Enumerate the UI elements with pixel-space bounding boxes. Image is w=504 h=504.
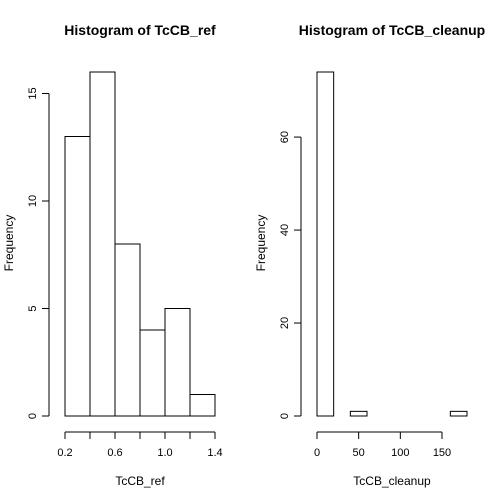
x-tick-label: 0 <box>314 447 320 459</box>
y-axis: 0 20 40 60 <box>279 131 302 419</box>
y-axis: 0 5 10 15 <box>27 87 50 419</box>
histogram-bar-2 <box>349 410 368 417</box>
y-tick-label: 15 <box>27 87 39 99</box>
x-tick-label: 0.6 <box>107 447 122 459</box>
x-axis-label: TcCB_ref <box>115 474 165 488</box>
histogram-bar-1 <box>89 71 116 417</box>
histogram-bars <box>316 71 468 417</box>
y-tick-label: 5 <box>27 305 39 311</box>
histogram-bars <box>64 71 216 417</box>
histogram-bar-4 <box>164 308 191 417</box>
histogram-ref-panel: Histogram of TcCB_ref TcCB_ref Frequency… <box>2 22 223 488</box>
y-tick-label: 10 <box>27 195 39 207</box>
y-tick-label: 60 <box>279 131 291 143</box>
y-tick-label: 20 <box>279 317 291 329</box>
y-axis-label: Frequency <box>254 215 268 272</box>
histogram-bar-5 <box>189 394 216 417</box>
x-tick-label: 1.0 <box>157 447 172 459</box>
y-tick-label: 40 <box>279 224 291 236</box>
x-axis-label: TcCB_cleanup <box>353 474 431 488</box>
x-tick-label: 100 <box>391 447 409 459</box>
histogram-bar-0 <box>316 71 335 417</box>
y-tick-label: 0 <box>279 413 291 419</box>
x-tick-label: 0.2 <box>57 447 72 459</box>
x-tick-label: 50 <box>353 447 365 459</box>
x-axis: 0 50 100 150 <box>314 431 451 459</box>
y-axis-label: Frequency <box>2 215 16 272</box>
histogram-bar-8 <box>449 410 468 417</box>
histogram-bar-2 <box>114 243 141 417</box>
x-tick-label: 150 <box>433 447 451 459</box>
x-tick-label: 1.4 <box>207 447 222 459</box>
y-tick-label: 0 <box>27 413 39 419</box>
histogram-bar-0 <box>64 136 91 417</box>
histogram-bar-3 <box>139 329 166 417</box>
chart-title: Histogram of TcCB_cleanup <box>299 22 485 38</box>
x-axis: 0.2 0.6 1.0 1.4 <box>57 431 223 459</box>
chart-title: Histogram of TcCB_ref <box>64 22 216 38</box>
histogram-cleanup-panel: Histogram of TcCB_cleanup TcCB_cleanup F… <box>254 22 485 488</box>
